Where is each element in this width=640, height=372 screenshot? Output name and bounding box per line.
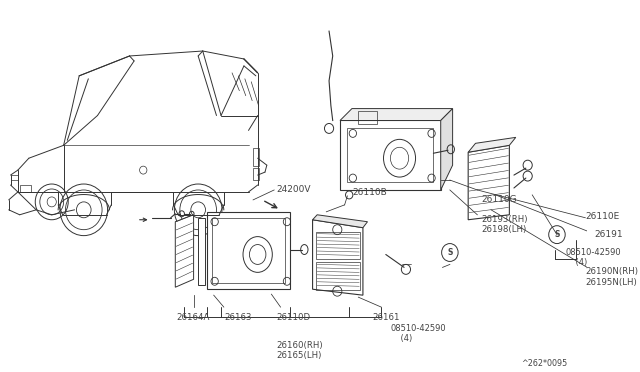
Polygon shape (468, 145, 509, 220)
Text: 26110D: 26110D (276, 313, 310, 322)
Text: 24200V: 24200V (276, 185, 310, 194)
Polygon shape (175, 215, 193, 287)
Text: S: S (554, 230, 559, 239)
Text: 26193(RH)
26198(LH): 26193(RH) 26198(LH) (481, 215, 527, 234)
Text: 08510-42590
    (4): 08510-42590 (4) (390, 324, 446, 343)
Text: 26161: 26161 (372, 313, 399, 322)
Text: 26163: 26163 (225, 313, 252, 322)
Text: 26190N(RH)
26195N(LH): 26190N(RH) 26195N(LH) (586, 267, 638, 287)
Bar (207, 212, 290, 289)
Text: 26160(RH)
26165(LH): 26160(RH) 26165(LH) (276, 341, 323, 360)
Bar (316, 232, 360, 259)
Text: 26110E: 26110E (586, 212, 620, 221)
Text: 26110G: 26110G (481, 195, 516, 204)
Bar (348, 128, 433, 182)
Bar (253, 168, 259, 180)
Bar (253, 148, 259, 166)
Bar (340, 121, 441, 190)
Polygon shape (441, 109, 452, 190)
Polygon shape (340, 109, 452, 121)
Text: 08510-42590
    (4): 08510-42590 (4) (565, 247, 621, 267)
Text: ^262*0095: ^262*0095 (521, 359, 568, 368)
Polygon shape (312, 215, 367, 228)
Text: 26191: 26191 (595, 230, 623, 239)
Text: 26164A: 26164A (176, 313, 209, 322)
Text: S: S (447, 248, 452, 257)
Bar (212, 218, 285, 283)
Polygon shape (312, 220, 363, 295)
Text: 26110B: 26110B (352, 188, 387, 197)
Bar (20, 185, 31, 192)
Bar (198, 218, 205, 285)
Bar (358, 110, 377, 125)
Polygon shape (468, 137, 516, 152)
Bar (316, 262, 360, 290)
